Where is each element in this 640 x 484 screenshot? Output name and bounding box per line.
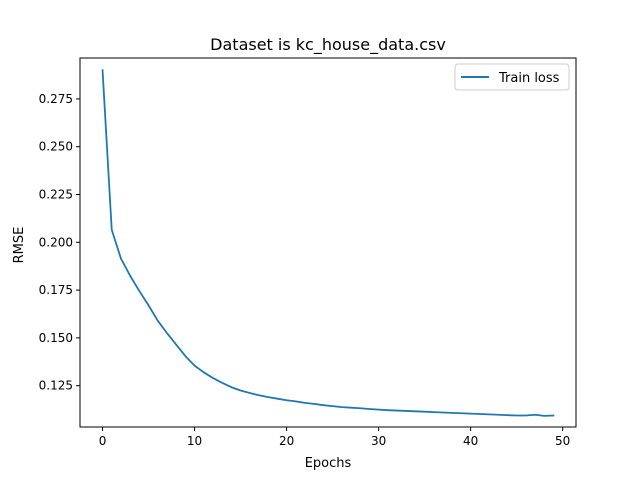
x-axis-label: Epochs [305,456,352,471]
legend-label: Train loss [498,71,560,86]
y-axis-label: RMSE [12,227,27,264]
y-tick-label: 0.150 [39,331,73,345]
y-tick-label: 0.275 [39,92,73,106]
legend-box [454,63,570,91]
y-tick-label: 0.175 [39,283,73,297]
y-tick-label: 0.125 [39,379,73,393]
x-tick-label: 30 [371,434,386,448]
x-tick-label: 20 [279,434,294,448]
series-line-1 [101,69,555,417]
y-tick-label: 0.200 [39,235,73,249]
x-tick-label: 0 [99,434,107,448]
y-tick-label: 0.225 [39,188,73,202]
y-tick-label: 0.250 [39,140,73,154]
x-tick-label: 50 [555,434,570,448]
x-tick-label: 40 [463,434,478,448]
x-tick-label: 10 [187,434,202,448]
chart-title: Dataset is kc_house_data.csv [210,35,446,55]
